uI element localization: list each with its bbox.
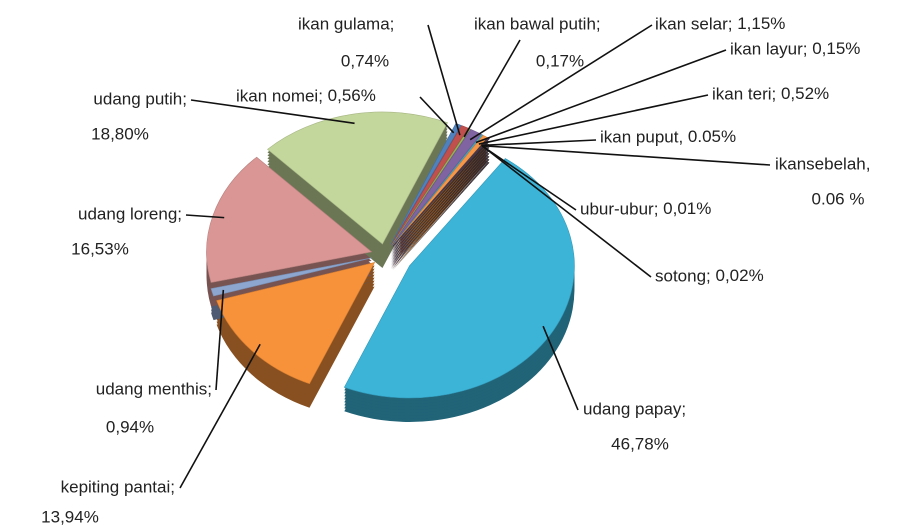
data-label-name: ubur-ubur; 0,01% <box>580 199 711 218</box>
data-label-value: 46,78% <box>611 434 669 453</box>
slice-side <box>393 143 489 252</box>
leader-line <box>185 214 225 219</box>
data-label-name: udang menthis; <box>96 379 212 398</box>
slice <box>206 156 373 283</box>
slice-side <box>393 147 490 255</box>
leader-line <box>478 94 709 145</box>
data-label-name: ikan puput, 0.05% <box>600 127 736 146</box>
slice <box>267 111 448 245</box>
leader-line <box>542 325 579 411</box>
slice-side <box>393 162 490 270</box>
leader-line <box>419 96 455 134</box>
slice-side <box>393 161 489 270</box>
slice-side <box>393 144 490 252</box>
leader-line <box>481 145 652 278</box>
data-label-value: 16,53% <box>71 239 129 258</box>
slice-side <box>393 146 489 255</box>
slice-side <box>393 140 489 249</box>
slice-side <box>393 152 489 261</box>
data-label-name: udang putih; <box>93 89 187 108</box>
data-label-name: ikan layur; 0,15% <box>730 39 860 58</box>
slice-side <box>393 150 490 258</box>
data-label-name: sotong; 0,02% <box>655 266 764 285</box>
data-label-name: kepiting pantai; <box>61 477 175 496</box>
data-label-name: ikan teri; 0,52% <box>712 84 829 103</box>
data-label-name: ikan bawal putih; <box>474 14 601 33</box>
leader-line <box>179 343 261 489</box>
slice-side <box>393 158 489 267</box>
slice-side <box>393 158 489 267</box>
data-label-value: 0,17% <box>536 51 584 70</box>
leader-line <box>463 39 521 138</box>
data-label-value: 0,15% <box>807 39 860 58</box>
slice-side <box>393 152 489 261</box>
slice-side <box>393 141 490 249</box>
slice-side <box>393 149 489 258</box>
data-label-name: udang papay; <box>583 399 686 418</box>
data-label-name: ikansebelah, <box>775 154 870 173</box>
slice-side <box>393 161 489 270</box>
slice-side <box>393 149 489 258</box>
slice-side <box>393 156 490 264</box>
slice-tops <box>206 111 575 399</box>
slice <box>343 158 575 399</box>
slice-side <box>393 155 489 264</box>
labels: udang papay; 46,78% kepiting pantai; 13,94%… <box>41 14 870 526</box>
data-label-name: ikan nomei; 0,56% <box>236 86 376 105</box>
slice-side <box>393 153 490 261</box>
data-label-value: 0.06 % <box>812 189 865 208</box>
slice-side <box>393 159 490 267</box>
leader-line <box>427 24 461 136</box>
data-label-value: 0,56% <box>323 86 376 105</box>
data-label-value: 18,80% <box>91 124 149 143</box>
slice-side <box>393 140 489 249</box>
slice-side <box>393 155 489 264</box>
data-label-name: ikan gulama; <box>298 14 394 33</box>
leader-line <box>190 99 355 125</box>
data-label-value: 0,74% <box>341 51 389 70</box>
slice <box>210 257 372 297</box>
data-label-value: 0.05% <box>683 127 736 146</box>
leader-line <box>469 24 653 141</box>
data-label-value: 0,01% <box>658 199 711 218</box>
slice-side <box>393 146 489 255</box>
leader-line <box>215 289 225 391</box>
data-label-value: 0,52% <box>776 84 829 103</box>
data-label-name: ikan selar; 1,15% <box>655 14 785 33</box>
leader-line <box>475 49 727 144</box>
slice-side <box>393 143 489 252</box>
leader-line <box>481 144 771 166</box>
slice <box>391 128 482 246</box>
data-label-value: 1,15% <box>732 14 785 33</box>
data-label-name: udang loreng; <box>78 204 182 223</box>
data-label-value: 13,94% <box>41 507 99 526</box>
data-label-value: 0,02% <box>711 266 764 285</box>
slice <box>216 262 376 385</box>
leader-line <box>481 145 577 211</box>
data-label-value: 0,94% <box>106 417 154 436</box>
leader-line <box>481 139 597 147</box>
